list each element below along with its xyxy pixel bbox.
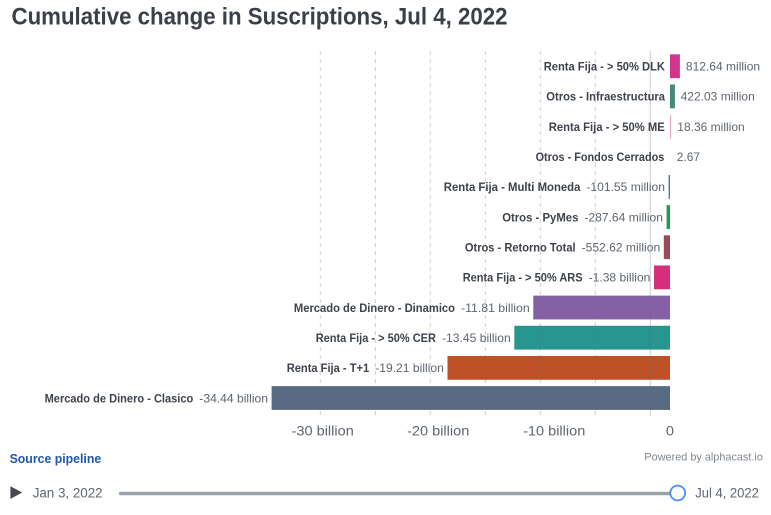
svg-text:-13.45 billion: -13.45 billion <box>442 331 511 345</box>
svg-text:-11.81 billion: -11.81 billion <box>461 301 530 315</box>
svg-text:Renta Fija - > 50% ME: Renta Fija - > 50% ME <box>549 120 665 134</box>
svg-text:Jan 3, 2022: Jan 3, 2022 <box>33 486 103 501</box>
svg-text:Renta Fija - > 50% DLK: Renta Fija - > 50% DLK <box>544 60 666 74</box>
svg-text:Jul 4, 2022: Jul 4, 2022 <box>695 486 759 501</box>
svg-text:Otros - Fondos Cerrados: Otros - Fondos Cerrados <box>536 150 665 164</box>
svg-text:812.64 million: 812.64 million <box>686 60 760 74</box>
svg-text:Cumulative change in Suscripti: Cumulative change in Suscriptions, Jul 4… <box>12 4 508 31</box>
svg-text:-10 billion: -10 billion <box>523 423 585 439</box>
svg-text:-101.55 million: -101.55 million <box>586 180 665 194</box>
svg-text:Powered by alphacast.io: Powered by alphacast.io <box>644 451 763 463</box>
svg-text:18.36 million: 18.36 million <box>677 120 744 134</box>
svg-text:Otros - Retorno Total: Otros - Retorno Total <box>465 241 576 255</box>
svg-text:422.03 million: 422.03 million <box>681 90 755 104</box>
svg-text:Source pipeline: Source pipeline <box>10 451 102 466</box>
svg-text:2.67: 2.67 <box>677 150 700 164</box>
svg-text:Renta Fija - > 50% CER: Renta Fija - > 50% CER <box>316 331 437 345</box>
svg-text:Renta Fija - T+1: Renta Fija - T+1 <box>287 361 370 375</box>
svg-text:-1.38 billion: -1.38 billion <box>589 271 651 285</box>
svg-text:Otros - PyMes: Otros - PyMes <box>502 210 579 224</box>
svg-text:-34.44 billion: -34.44 billion <box>199 391 268 405</box>
svg-text:Renta Fija - > 50% ARS: Renta Fija - > 50% ARS <box>463 271 583 285</box>
svg-text:-20 billion: -20 billion <box>407 423 469 439</box>
svg-text:-30 billion: -30 billion <box>292 423 354 439</box>
svg-text:-19.21 billion: -19.21 billion <box>375 361 444 375</box>
svg-text:Mercado de Dinero - Clasico: Mercado de Dinero - Clasico <box>45 391 194 405</box>
svg-text:Renta Fija - Multi Moneda: Renta Fija - Multi Moneda <box>444 180 581 194</box>
svg-text:Otros - Infraestructura: Otros - Infraestructura <box>546 90 665 104</box>
svg-text:-287.64 million: -287.64 million <box>584 210 663 224</box>
svg-text:Mercado de Dinero - Dinamico: Mercado de Dinero - Dinamico <box>294 301 455 315</box>
svg-text:-552.62 million: -552.62 million <box>582 241 661 255</box>
svg-text:0: 0 <box>666 423 674 439</box>
